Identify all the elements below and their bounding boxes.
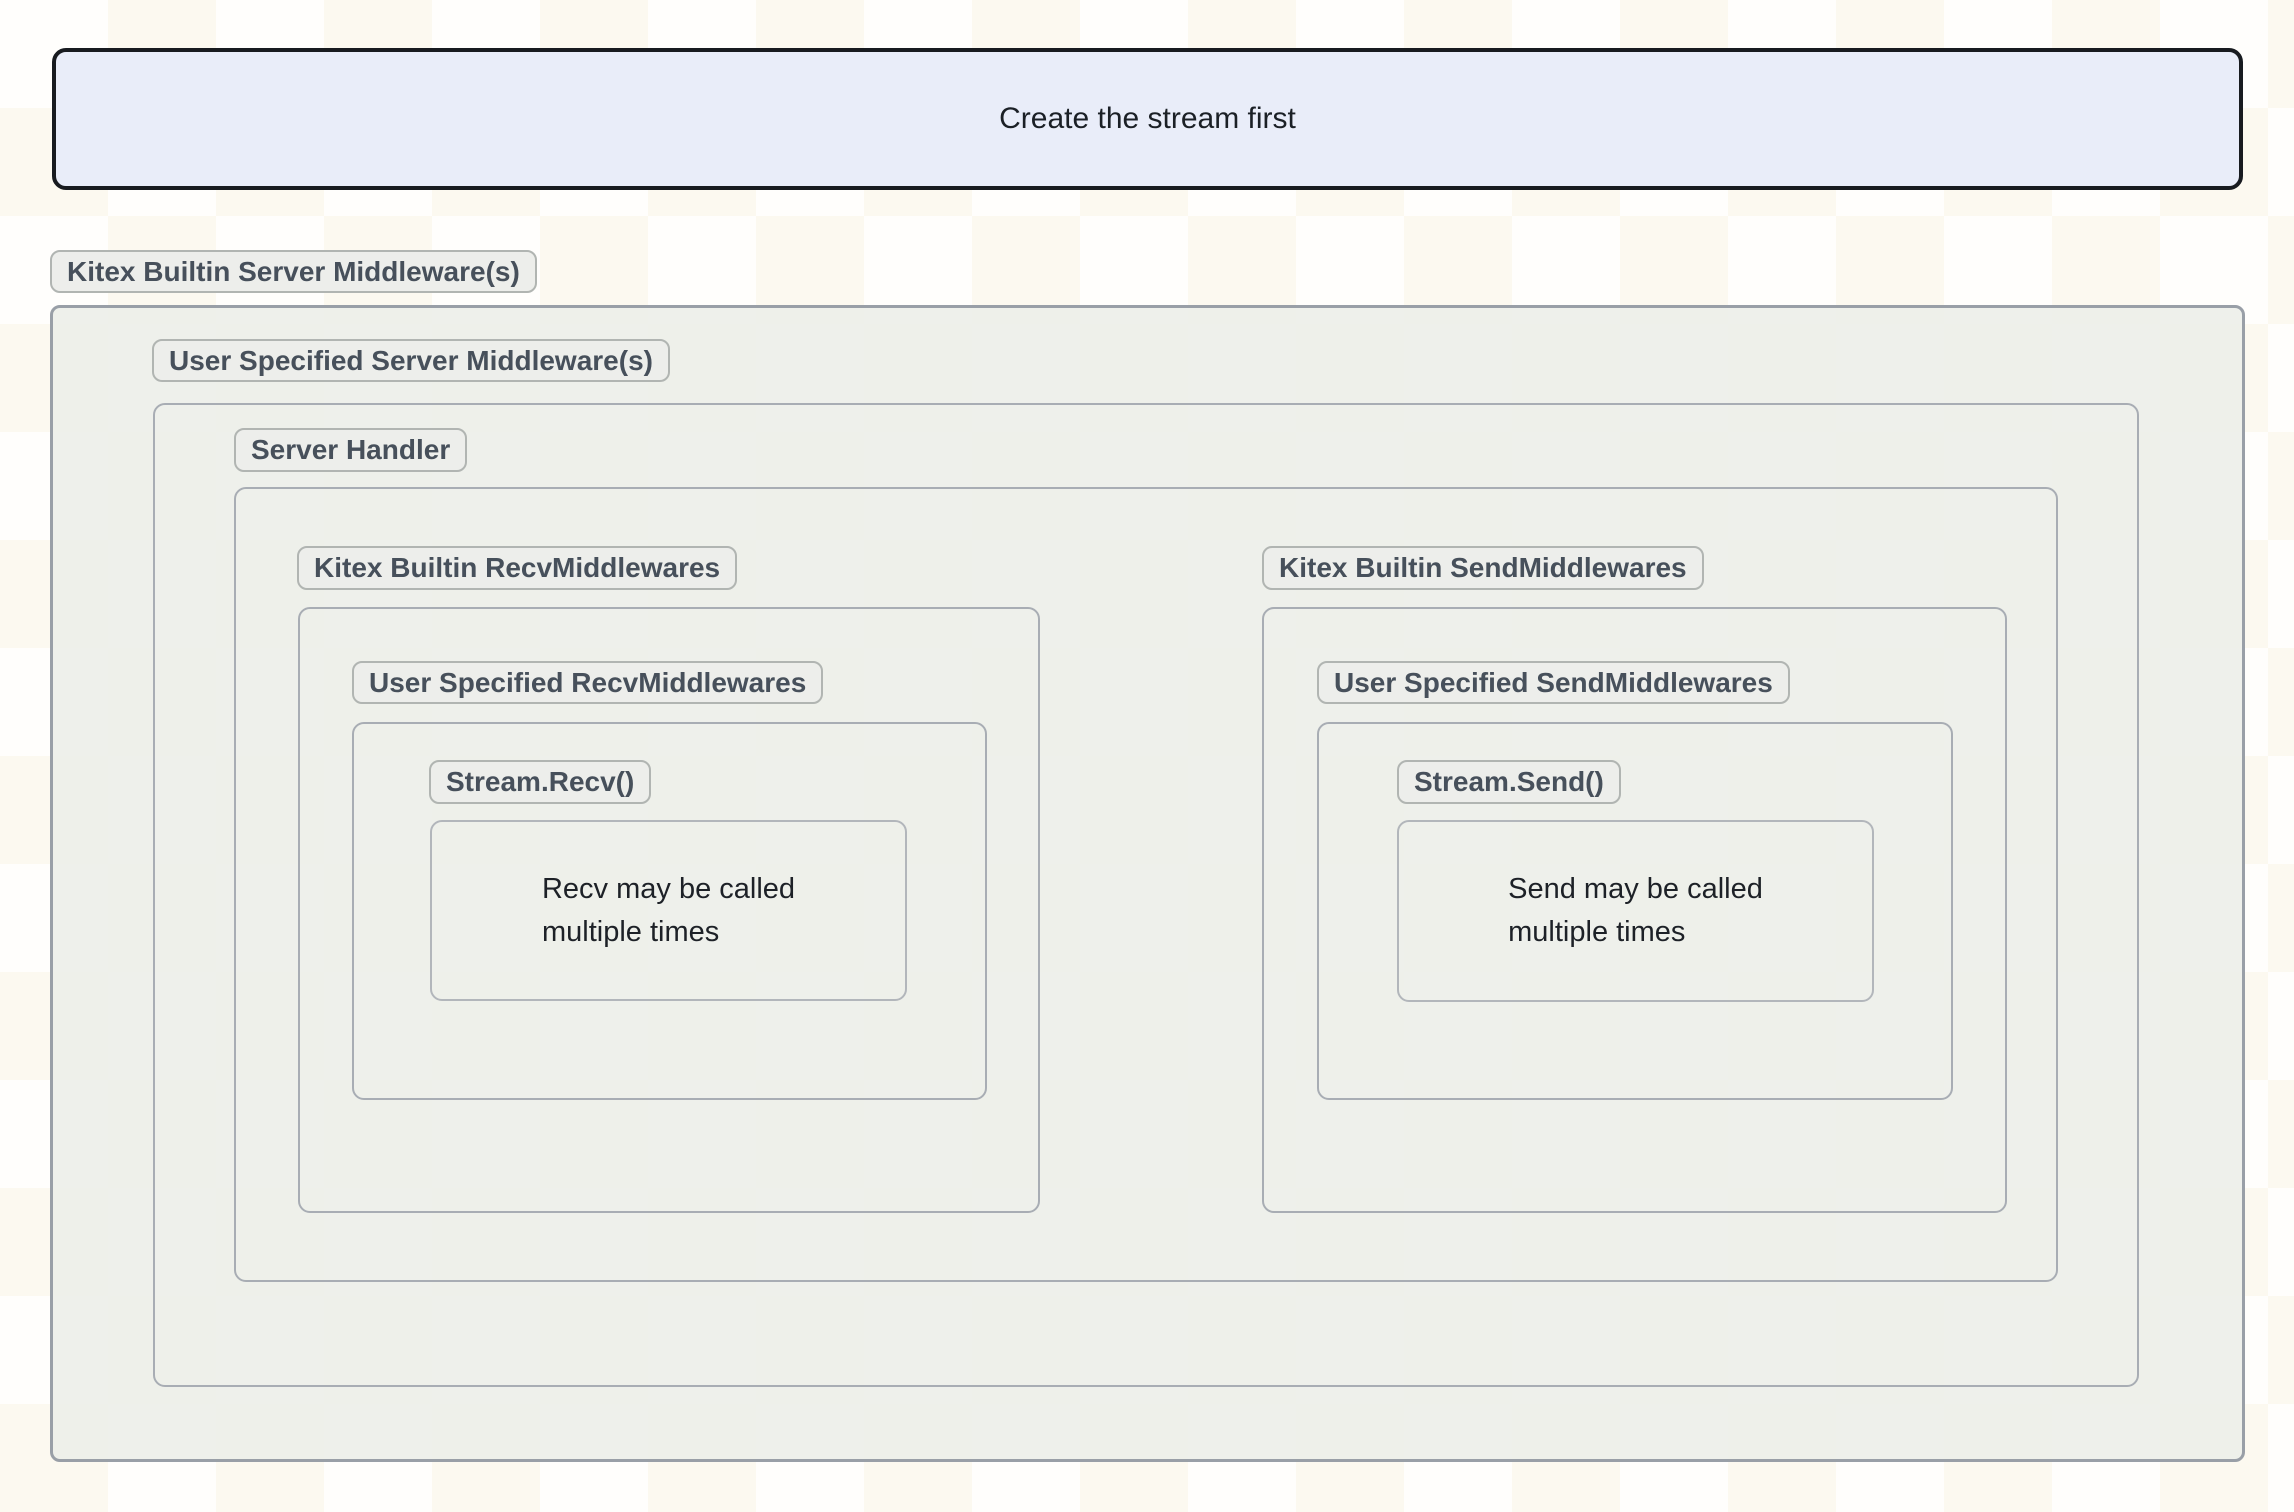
recv-note-text: Recv may be called multiple times — [541, 872, 796, 948]
box-server-handler — [234, 487, 2058, 1282]
recv-note: Recv may be called multiple times — [430, 820, 907, 1001]
box-user-specified-send-middlewares — [1317, 722, 1953, 1100]
send-note: Send may be called multiple times — [1397, 820, 1874, 1002]
badge-user-specified-recv-middlewares: User Specified RecvMiddlewares — [352, 661, 824, 704]
box-user-specified-server-middlewares — [153, 403, 2139, 1387]
box-recv-note — [430, 820, 907, 1001]
box-kitex-builtin-recv-middlewares — [298, 607, 1040, 1213]
badge-kitex-builtin-recv-middlewares: Kitex Builtin RecvMiddlewares — [297, 546, 738, 590]
box-kitex-builtin-send-middlewares — [1262, 607, 2007, 1213]
badge-user-specified-server-middlewares: User Specified Server Middleware(s) — [152, 339, 670, 382]
badge-server-handler: Server Handler — [234, 428, 468, 472]
send-note-text: Send may be called multiple times — [1508, 873, 1763, 948]
box-send-note — [1397, 820, 1874, 1002]
badge-stream-recv: Stream.Recv() — [429, 760, 652, 804]
note-create-stream-text: Create the stream first — [999, 102, 1296, 135]
badge-kitex-builtin-send-middlewares: Kitex Builtin SendMiddlewares — [1262, 546, 1704, 590]
note-create-stream-box: Create the stream first — [52, 48, 2243, 190]
badge-kitex-builtin-server-middlewares: Kitex Builtin Server Middleware(s) — [50, 250, 537, 293]
badge-user-specified-send-middlewares: User Specified SendMiddlewares — [1317, 661, 1790, 704]
box-kitex-builtin-server-middlewares — [50, 305, 2245, 1462]
badge-stream-send: Stream.Send() — [1397, 760, 1621, 804]
box-user-specified-recv-middlewares — [352, 722, 987, 1100]
